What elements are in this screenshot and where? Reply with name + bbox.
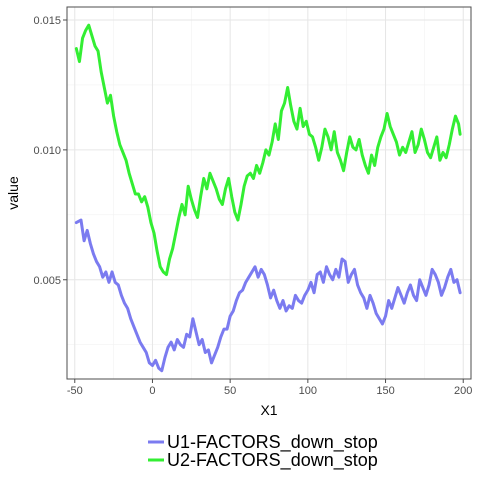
plot-panel-border <box>66 6 472 380</box>
x-axis: -50 0 50 100 150 200 <box>67 379 472 397</box>
x-tick-label: 100 <box>299 385 317 397</box>
y-tick-label: 0.005 <box>33 275 61 287</box>
series-lines <box>74 23 462 373</box>
legend-label-1: U1-FACTORS_down_stop <box>167 432 378 453</box>
x-tick-label: 50 <box>224 385 236 397</box>
series-line-2 <box>74 23 462 277</box>
y-axis-title: value <box>5 176 21 210</box>
x-tick-label: 200 <box>454 385 472 397</box>
x-tick-label: 150 <box>376 385 394 397</box>
x-tick-label: 0 <box>149 385 155 397</box>
x-axis-title: X1 <box>260 402 277 418</box>
series-line-1 <box>74 218 462 373</box>
x-tick-label: -50 <box>67 385 83 397</box>
legend-label-2: U2-FACTORS_down_stop <box>167 450 378 471</box>
y-tick-label: 0.015 <box>33 15 61 27</box>
y-tick-label: 0.010 <box>33 145 61 157</box>
y-axis: 0.005 0.010 0.015 <box>33 15 67 287</box>
